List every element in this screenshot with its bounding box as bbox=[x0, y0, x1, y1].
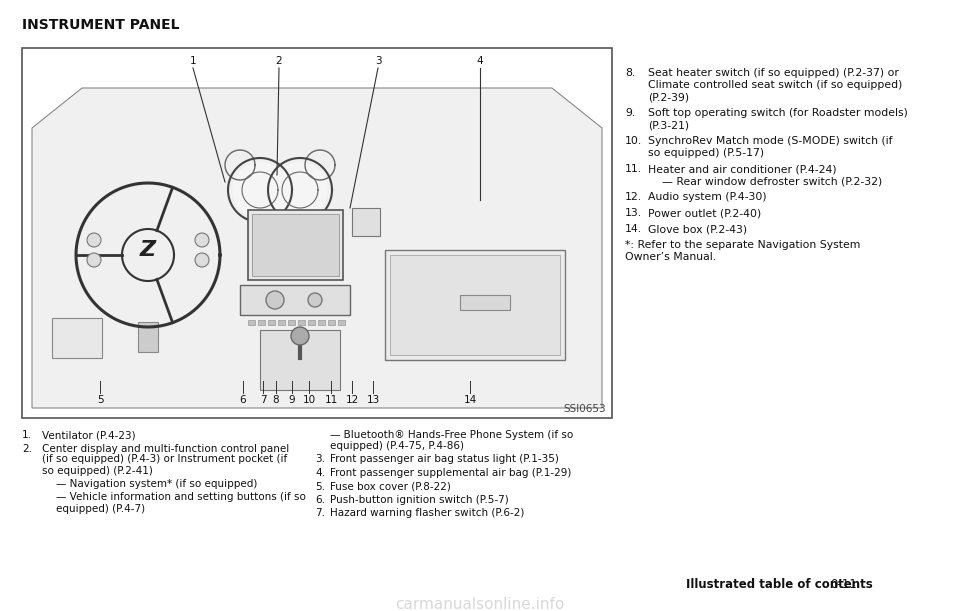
Text: 1.: 1. bbox=[22, 430, 32, 440]
Text: equipped) (P.4-75, P.4-86): equipped) (P.4-75, P.4-86) bbox=[330, 441, 464, 451]
Text: equipped) (P.4-7): equipped) (P.4-7) bbox=[56, 503, 145, 513]
Text: (if so equipped) (P.4-3) or Instrument pocket (if: (if so equipped) (P.4-3) or Instrument p… bbox=[42, 455, 287, 464]
Circle shape bbox=[87, 253, 101, 267]
Text: Front passenger air bag status light (P.1-35): Front passenger air bag status light (P.… bbox=[330, 455, 559, 464]
Bar bbox=[308, 320, 315, 325]
Bar bbox=[260, 330, 340, 390]
Bar bbox=[338, 320, 345, 325]
Text: (P.3-21): (P.3-21) bbox=[648, 120, 689, 130]
Text: Center display and multi-function control panel: Center display and multi-function contro… bbox=[42, 444, 289, 453]
Text: Power outlet (P.2-40): Power outlet (P.2-40) bbox=[648, 208, 761, 218]
Polygon shape bbox=[32, 88, 602, 408]
Text: 5: 5 bbox=[97, 395, 104, 405]
Text: 13.: 13. bbox=[625, 208, 642, 218]
Text: — Navigation system* (if so equipped): — Navigation system* (if so equipped) bbox=[56, 479, 257, 489]
Bar bbox=[240, 285, 350, 315]
Circle shape bbox=[266, 291, 284, 309]
Text: Glove box (P.2-43): Glove box (P.2-43) bbox=[648, 224, 747, 234]
Circle shape bbox=[195, 253, 209, 267]
Text: Seat heater switch (if so equipped) (P.2-37) or: Seat heater switch (if so equipped) (P.2… bbox=[648, 68, 899, 78]
Text: 0-11: 0-11 bbox=[830, 578, 856, 591]
Text: 6: 6 bbox=[240, 395, 247, 405]
Circle shape bbox=[272, 162, 328, 218]
Text: Fuse box cover (P.8-22): Fuse box cover (P.8-22) bbox=[330, 481, 451, 491]
Text: 5.: 5. bbox=[315, 481, 325, 491]
Text: 2: 2 bbox=[276, 56, 282, 66]
Bar bbox=[288, 320, 295, 325]
Text: 12: 12 bbox=[346, 395, 359, 405]
Bar bbox=[52, 318, 102, 358]
Text: SynchroRev Match mode (S-MODE) switch (if: SynchroRev Match mode (S-MODE) switch (i… bbox=[648, 136, 893, 146]
Circle shape bbox=[232, 162, 288, 218]
Bar bbox=[298, 320, 305, 325]
Text: — Bluetooth® Hands-Free Phone System (if so: — Bluetooth® Hands-Free Phone System (if… bbox=[330, 430, 573, 440]
Bar bbox=[328, 320, 335, 325]
Text: 14: 14 bbox=[464, 395, 476, 405]
Text: so equipped) (P.5-17): so equipped) (P.5-17) bbox=[648, 148, 764, 158]
Text: 11.: 11. bbox=[625, 164, 642, 174]
Text: so equipped) (P.2-41): so equipped) (P.2-41) bbox=[42, 466, 153, 475]
Text: Front passenger supplemental air bag (P.1-29): Front passenger supplemental air bag (P.… bbox=[330, 468, 571, 478]
Text: Climate controlled seat switch (if so equipped): Climate controlled seat switch (if so eq… bbox=[648, 80, 902, 90]
Bar bbox=[138, 322, 158, 352]
Bar bbox=[258, 320, 265, 325]
Text: — Vehicle information and setting buttons (if so: — Vehicle information and setting button… bbox=[56, 492, 306, 502]
Text: carmanualsonline.info: carmanualsonline.info bbox=[396, 597, 564, 611]
Text: 10: 10 bbox=[302, 395, 316, 405]
Text: (P.2-39): (P.2-39) bbox=[648, 92, 689, 102]
Text: Owner’s Manual.: Owner’s Manual. bbox=[625, 252, 716, 262]
Text: 13: 13 bbox=[367, 395, 379, 405]
Text: 3: 3 bbox=[374, 56, 381, 66]
Bar bbox=[278, 320, 285, 325]
Text: *: Refer to the separate Navigation System: *: Refer to the separate Navigation Syst… bbox=[625, 240, 860, 250]
Text: Illustrated table of contents: Illustrated table of contents bbox=[686, 578, 873, 591]
Text: 3.: 3. bbox=[315, 455, 325, 464]
Bar bbox=[385, 250, 565, 360]
Text: Ventilator (P.4-23): Ventilator (P.4-23) bbox=[42, 430, 135, 440]
Text: 6.: 6. bbox=[315, 495, 325, 505]
Bar bbox=[248, 210, 343, 280]
Text: 9: 9 bbox=[289, 395, 296, 405]
Circle shape bbox=[195, 233, 209, 247]
Text: 4.: 4. bbox=[315, 468, 325, 478]
Text: 8: 8 bbox=[273, 395, 279, 405]
Bar bbox=[268, 320, 275, 325]
Text: 4: 4 bbox=[477, 56, 483, 66]
Text: 7: 7 bbox=[260, 395, 266, 405]
Bar bbox=[390, 255, 560, 355]
Bar bbox=[318, 320, 325, 325]
Bar bbox=[460, 295, 510, 310]
Text: Soft top operating switch (for Roadster models): Soft top operating switch (for Roadster … bbox=[648, 108, 908, 118]
Text: 2.: 2. bbox=[22, 444, 32, 453]
Text: 7.: 7. bbox=[315, 508, 325, 519]
Text: Heater and air conditioner (P.4-24): Heater and air conditioner (P.4-24) bbox=[648, 164, 836, 174]
Bar bbox=[248, 320, 255, 325]
Circle shape bbox=[291, 327, 309, 345]
Text: 11: 11 bbox=[324, 395, 338, 405]
Text: 9.: 9. bbox=[625, 108, 636, 118]
Text: SSI0653: SSI0653 bbox=[564, 404, 606, 414]
Text: — Rear window defroster switch (P.2-32): — Rear window defroster switch (P.2-32) bbox=[662, 176, 882, 186]
Text: INSTRUMENT PANEL: INSTRUMENT PANEL bbox=[22, 18, 180, 32]
Text: Push-button ignition switch (P.5-7): Push-button ignition switch (P.5-7) bbox=[330, 495, 509, 505]
Text: Z: Z bbox=[140, 240, 156, 260]
Bar bbox=[352, 208, 380, 236]
Text: 12.: 12. bbox=[625, 192, 642, 202]
Text: 8.: 8. bbox=[625, 68, 636, 78]
Text: 10.: 10. bbox=[625, 136, 642, 146]
Text: Audio system (P.4-30): Audio system (P.4-30) bbox=[648, 192, 767, 202]
Circle shape bbox=[87, 233, 101, 247]
Text: 1: 1 bbox=[190, 56, 196, 66]
Bar bbox=[252, 214, 339, 276]
Bar bbox=[22, 48, 612, 418]
Text: Hazard warning flasher switch (P.6-2): Hazard warning flasher switch (P.6-2) bbox=[330, 508, 524, 519]
Text: 14.: 14. bbox=[625, 224, 642, 234]
Circle shape bbox=[308, 293, 322, 307]
